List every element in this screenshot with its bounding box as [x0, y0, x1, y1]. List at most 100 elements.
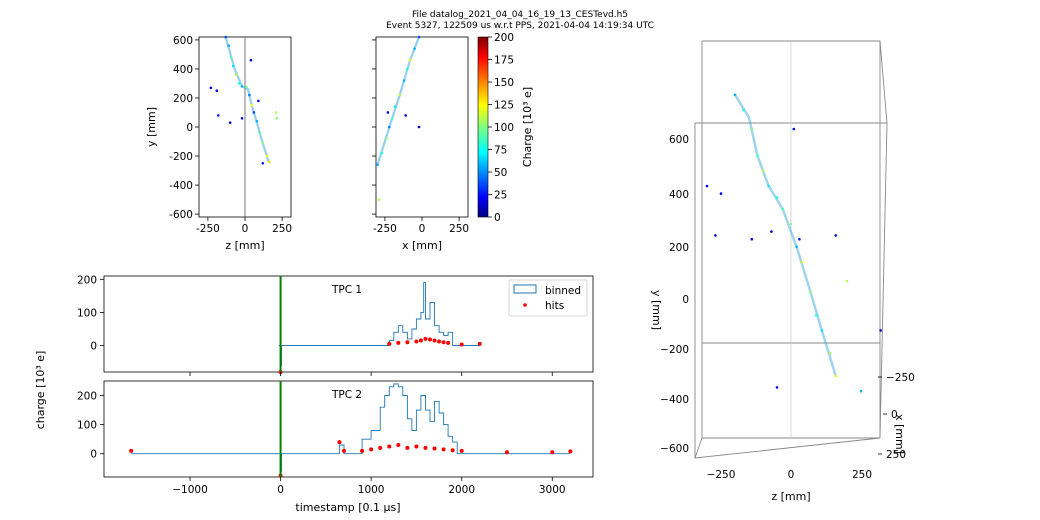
hit-marker [369, 447, 374, 452]
panel-tpc2-waveform: −1000 0 1000 2000 3000 0 100 200 TPC 2 timestam… [77, 380, 594, 514]
hit-point-3d [750, 127, 754, 131]
hit-marker [432, 446, 437, 451]
colorbar-label: Charge [10³ e] [521, 87, 534, 167]
hit-point [393, 105, 397, 108]
x-tick-label-3d: −250 [707, 469, 736, 481]
tpc1-frame [103, 275, 594, 373]
hit-point [265, 154, 269, 158]
hit-point-3d [781, 207, 784, 211]
hit-point [231, 64, 235, 68]
y-tick-label: 200 [173, 93, 193, 105]
hit-point [408, 58, 412, 62]
hit-marker [414, 444, 419, 449]
depth-tick-label: 0 [891, 409, 898, 421]
hit-marker [459, 448, 464, 453]
hit-marker [446, 340, 451, 345]
y-tick-label: 0 [90, 341, 97, 353]
hit-point-3d [767, 184, 770, 188]
x-tick-label-3d: 0 [788, 469, 795, 481]
depth-tick-label: 250 [886, 449, 906, 461]
x-tick-label: 250 [272, 223, 292, 235]
y-tick-label-3d: 600 [669, 134, 689, 146]
3d-ylabel: y [mm] [650, 290, 663, 330]
hit-point [413, 47, 416, 50]
hit-point [252, 111, 256, 114]
3d-zlabel: x [mm] [893, 414, 906, 454]
colorbar-gradient [477, 36, 489, 218]
hit-point-3d [761, 169, 765, 173]
hit-point-3d [719, 192, 723, 195]
hit-point [377, 198, 381, 201]
y-tick-label: 200 [77, 391, 97, 403]
hit-point [240, 85, 244, 88]
hit-point [274, 111, 278, 114]
hit-marker [418, 338, 423, 343]
x-tick-label-3d: 250 [852, 469, 872, 481]
hit-point-3d [770, 230, 773, 233]
figure-title-line-1: File datalog_2021_04_04_16_19_13_CESTevd… [412, 10, 628, 20]
hit-point-3d [775, 386, 779, 389]
hit-point-3d [756, 154, 759, 157]
hit-point [268, 160, 271, 164]
box-right-edge [879, 122, 888, 439]
hit-point-3d [859, 389, 863, 393]
colorbar-tick-label: 200 [494, 32, 514, 44]
y-tick-label-3d: −600 [660, 443, 689, 455]
panel-3d-view: −600 −400 −200 0 200 400 600 −250 0 250 −250 0 250 z… [650, 40, 915, 503]
hit-marker [504, 450, 509, 455]
hit-marker [396, 340, 401, 345]
y-tick-label: -600 [169, 209, 193, 221]
hit-point [250, 103, 253, 107]
colorbar-tick-label: 125 [494, 100, 514, 112]
y-tick-label: 0 [186, 122, 193, 134]
x-tick-label: 0 [277, 484, 284, 496]
hit-point-3d [845, 279, 849, 283]
hit-point [402, 79, 406, 82]
hit-point [255, 119, 259, 123]
hit-marker [568, 449, 573, 454]
y-tick-label-3d: 400 [669, 189, 689, 201]
hit-point-3d [750, 237, 754, 241]
legend-box [508, 279, 588, 317]
hit-point [257, 99, 260, 103]
y-tick-label-3d: 0 [682, 294, 689, 306]
hit-point-3d [789, 222, 793, 226]
hit-point [229, 56, 233, 59]
track-band [376, 35, 421, 166]
x-tick-label: 2000 [448, 484, 475, 496]
colorbar: 0 25 50 75 100 125 150 175 200 Charge [10³ e] [477, 32, 534, 224]
y-tick-label-3d: −400 [660, 394, 689, 406]
hit-point [275, 116, 279, 120]
hit-marker [129, 448, 134, 453]
hit-marker [378, 445, 383, 450]
colorbar-tick-label: 175 [494, 55, 514, 67]
colorbar-tick-label: 100 [494, 122, 514, 134]
legend-hits-marker [523, 303, 527, 307]
hit-point [227, 44, 230, 48]
hit-point [261, 161, 265, 165]
hit-point [417, 125, 421, 129]
colorbar-tick-label: 25 [494, 190, 507, 202]
hit-marker [437, 339, 442, 344]
hit-point-3d [795, 245, 798, 249]
colorbar-tick-label: 75 [494, 145, 507, 157]
hit-marker [459, 342, 464, 347]
x-tick-label: 0 [242, 223, 249, 235]
hit-point-3d [879, 329, 882, 332]
hit-point [240, 116, 244, 120]
hit-marker [405, 340, 410, 345]
hit-point [215, 89, 219, 93]
hit-point [417, 35, 421, 39]
hit-point [391, 116, 394, 120]
hit-point [404, 114, 407, 117]
hit-point-3d [714, 234, 717, 237]
x-tick-label: −1000 [172, 484, 208, 496]
legend-binned-swatch [513, 284, 537, 294]
y-tick-label: 100 [77, 420, 97, 432]
y-tick-label: 400 [173, 64, 193, 76]
legend-binned-label: binned [545, 285, 581, 297]
hit-marker [441, 447, 446, 452]
y-tick-label: -400 [169, 180, 193, 192]
3d-xlabel: z [mm] [771, 490, 810, 503]
